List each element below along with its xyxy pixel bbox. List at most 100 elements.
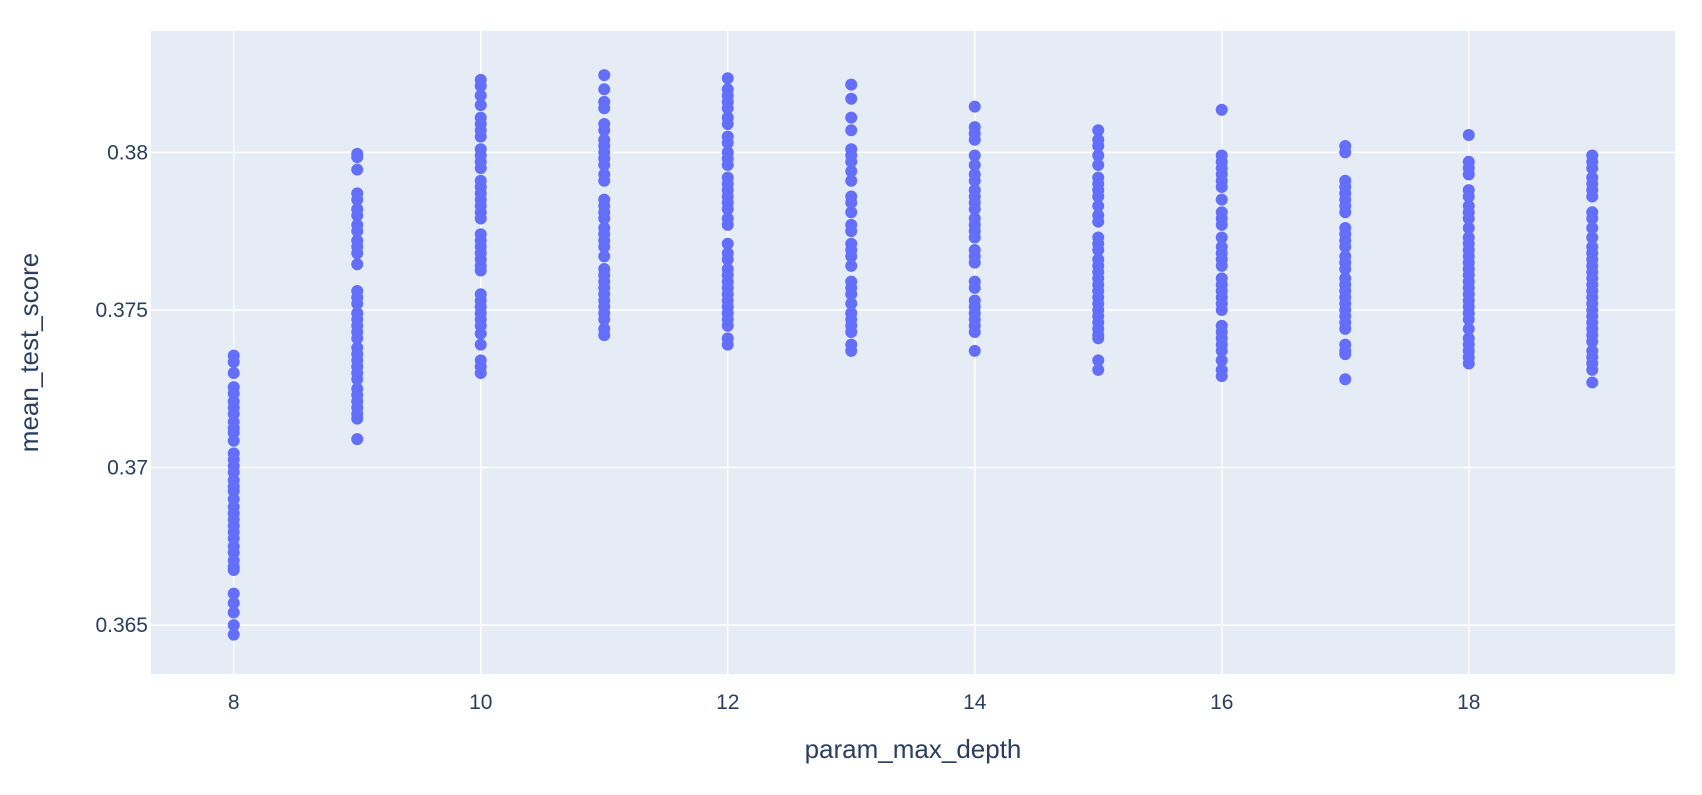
x-tick-label: 16 — [1210, 691, 1233, 714]
data-point — [968, 158, 981, 171]
data-point — [351, 163, 364, 176]
data-point — [1586, 376, 1599, 389]
data-point — [474, 366, 487, 379]
data-point — [598, 212, 611, 225]
data-point — [227, 606, 240, 619]
data-point — [845, 92, 858, 105]
data-point — [351, 193, 364, 206]
data-point — [1339, 206, 1352, 219]
data-point — [968, 231, 981, 244]
data-point — [845, 288, 858, 301]
data-point — [1215, 231, 1228, 244]
data-point — [1339, 373, 1352, 386]
data-point — [351, 373, 364, 386]
data-point — [474, 99, 487, 112]
y-tick-label: 0.375 — [95, 299, 148, 322]
plot-area — [151, 31, 1675, 674]
data-point — [721, 338, 734, 351]
data-point — [1339, 348, 1352, 361]
data-point — [351, 412, 364, 425]
data-point — [1586, 231, 1599, 244]
data-point — [1215, 103, 1228, 116]
data-point — [474, 130, 487, 143]
data-point — [721, 237, 734, 250]
y-tick-label: 0.37 — [107, 457, 148, 480]
data-point — [598, 250, 611, 263]
data-point — [1339, 262, 1352, 275]
data-point — [598, 124, 611, 137]
data-point — [227, 628, 240, 641]
data-point — [1215, 344, 1228, 357]
data-point — [1462, 212, 1475, 225]
data-point — [845, 326, 858, 339]
data-point — [845, 155, 858, 168]
data-point — [227, 619, 240, 632]
data-point — [351, 209, 364, 222]
data-point — [1462, 168, 1475, 181]
x-tick-label: 8 — [228, 691, 240, 714]
x-tick-label: 10 — [469, 691, 492, 714]
data-point — [721, 136, 734, 149]
data-points — [227, 69, 1599, 641]
data-point — [1339, 146, 1352, 159]
data-point — [598, 102, 611, 115]
data-point — [845, 344, 858, 357]
data-point — [968, 256, 981, 269]
data-point — [845, 225, 858, 238]
data-point — [845, 250, 858, 263]
data-point — [1092, 140, 1105, 153]
data-point — [474, 80, 487, 93]
y-tick-label: 0.38 — [107, 141, 148, 164]
data-point — [1215, 181, 1228, 194]
data-point — [474, 327, 487, 340]
data-point — [1092, 158, 1105, 171]
data-point — [1215, 370, 1228, 383]
data-point — [721, 218, 734, 231]
data-point — [968, 149, 981, 162]
data-point — [351, 433, 364, 446]
data-point — [474, 264, 487, 277]
data-point — [845, 165, 858, 178]
data-point — [721, 158, 734, 171]
data-point — [598, 83, 611, 96]
data-point — [1462, 129, 1475, 142]
data-point — [351, 332, 364, 345]
x-tick-label: 12 — [716, 691, 739, 714]
data-point — [968, 281, 981, 294]
data-point — [474, 338, 487, 351]
x-tick-label: 18 — [1457, 691, 1480, 714]
data-point — [968, 100, 981, 113]
data-point — [1215, 354, 1228, 367]
data-point — [227, 597, 240, 610]
data-point — [1586, 221, 1599, 234]
data-point — [1462, 190, 1475, 203]
data-point — [1092, 190, 1105, 203]
data-point — [1215, 303, 1228, 316]
data-point — [598, 240, 611, 253]
data-point — [721, 203, 734, 216]
data-point — [227, 366, 240, 379]
data-point — [1215, 193, 1228, 206]
data-point — [1462, 221, 1475, 234]
y-axis-title: mean_test_score — [14, 253, 44, 452]
data-point — [845, 196, 858, 209]
data-point — [1092, 149, 1105, 162]
data-point — [721, 253, 734, 266]
data-point — [968, 203, 981, 216]
data-point — [351, 225, 364, 238]
data-point — [1462, 357, 1475, 370]
data-point — [1586, 335, 1599, 348]
data-point — [1092, 199, 1105, 212]
data-point — [598, 313, 611, 326]
data-point — [351, 151, 364, 164]
data-point — [845, 124, 858, 137]
data-point — [227, 355, 240, 368]
data-point — [1215, 218, 1228, 231]
y-tick-label: 0.365 — [95, 614, 148, 637]
data-point — [1586, 363, 1599, 376]
data-point — [1092, 363, 1105, 376]
data-point — [1092, 354, 1105, 367]
data-point — [351, 258, 364, 271]
data-point — [845, 111, 858, 124]
